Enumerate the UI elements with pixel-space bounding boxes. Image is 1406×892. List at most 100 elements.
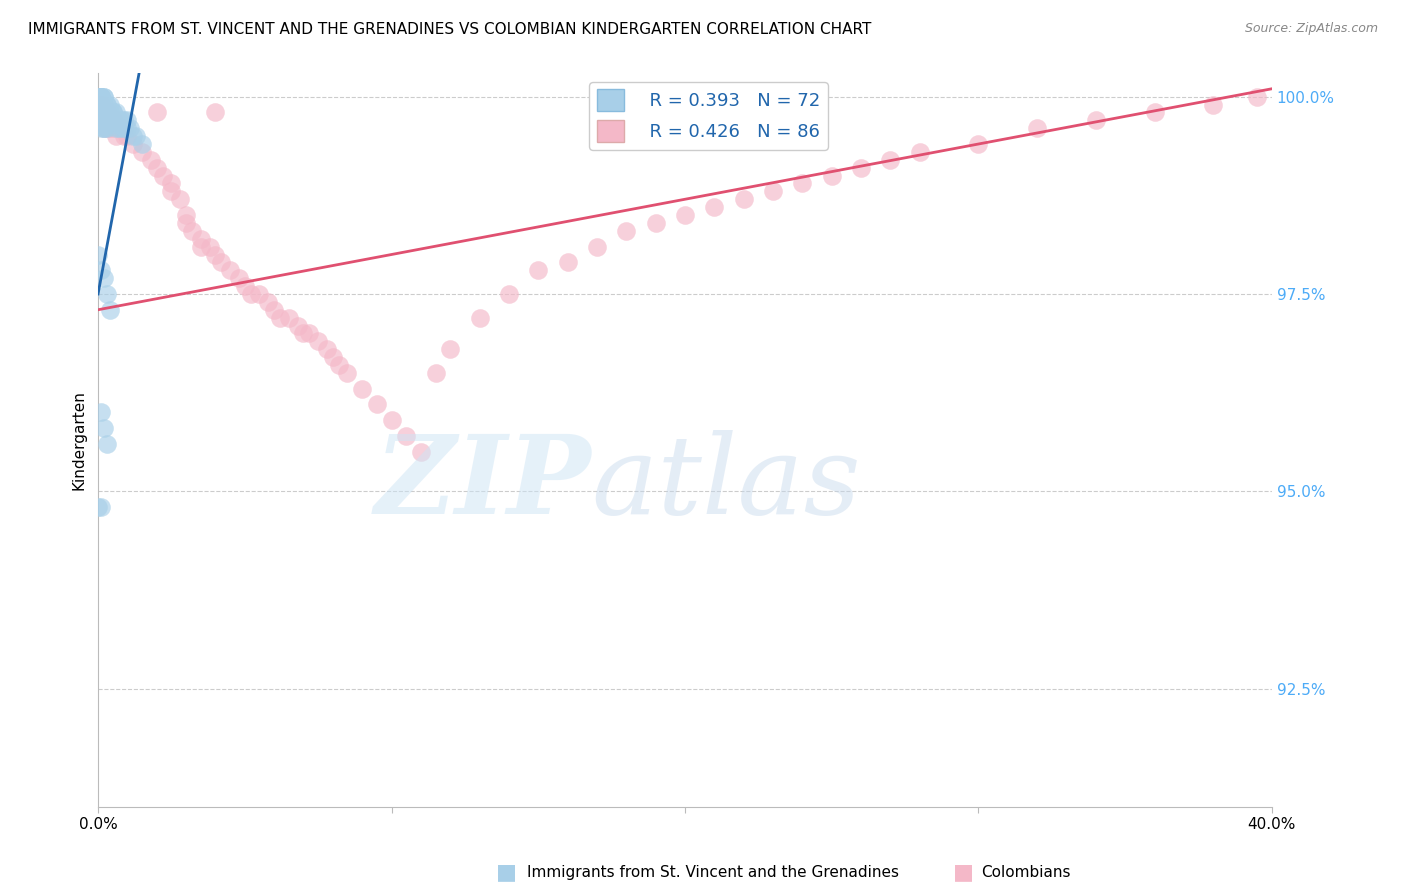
- Point: [614, 224, 637, 238]
- Point: [87, 89, 110, 103]
- Point: [90, 97, 112, 112]
- Point: [644, 216, 666, 230]
- Point: [586, 239, 609, 253]
- Text: ■: ■: [496, 863, 516, 882]
- Point: [93, 121, 115, 136]
- Point: [90, 89, 112, 103]
- Point: [90, 97, 112, 112]
- Point: [90, 113, 112, 128]
- Point: [98, 97, 121, 112]
- Point: [104, 105, 127, 120]
- Point: [98, 121, 121, 136]
- Text: Immigrants from St. Vincent and the Grenadines: Immigrants from St. Vincent and the Gren…: [527, 865, 900, 880]
- Point: [93, 271, 115, 285]
- Point: [307, 334, 329, 349]
- Point: [198, 239, 221, 253]
- Point: [93, 89, 115, 103]
- Point: [96, 121, 118, 136]
- Point: [90, 105, 112, 120]
- Point: [908, 145, 931, 159]
- Text: Colombians: Colombians: [981, 865, 1071, 880]
- Point: [98, 105, 121, 120]
- Point: [366, 397, 388, 411]
- Point: [90, 89, 112, 103]
- Point: [249, 287, 271, 301]
- Point: [90, 105, 112, 120]
- Point: [87, 247, 110, 261]
- Point: [90, 89, 112, 103]
- Point: [849, 161, 872, 175]
- Point: [90, 263, 112, 277]
- Point: [1143, 105, 1166, 120]
- Point: [98, 105, 121, 120]
- Point: [90, 97, 112, 112]
- Point: [93, 105, 115, 120]
- Point: [228, 271, 250, 285]
- Point: [239, 287, 262, 301]
- Point: [96, 105, 118, 120]
- Point: [131, 145, 153, 159]
- Point: [90, 405, 112, 419]
- Point: [120, 121, 142, 136]
- Point: [287, 318, 309, 333]
- Point: [316, 342, 339, 356]
- Point: [90, 113, 112, 128]
- Point: [107, 121, 129, 136]
- Point: [93, 105, 115, 120]
- Point: [209, 255, 232, 269]
- Point: [96, 113, 118, 128]
- Point: [160, 177, 183, 191]
- Point: [98, 105, 121, 120]
- Text: atlas: atlas: [591, 430, 860, 538]
- Text: IMMIGRANTS FROM ST. VINCENT AND THE GRENADINES VS COLOMBIAN KINDERGARTEN CORRELA: IMMIGRANTS FROM ST. VINCENT AND THE GREN…: [28, 22, 872, 37]
- Point: [104, 113, 127, 128]
- Point: [762, 185, 785, 199]
- Point: [190, 239, 212, 253]
- Point: [145, 161, 167, 175]
- Point: [967, 136, 990, 151]
- Point: [87, 89, 110, 103]
- Point: [90, 89, 112, 103]
- Point: [93, 97, 115, 112]
- Point: [90, 97, 112, 112]
- Point: [1246, 89, 1268, 103]
- Point: [122, 129, 145, 144]
- Point: [673, 208, 696, 222]
- Point: [263, 302, 285, 317]
- Point: [96, 97, 118, 112]
- Point: [96, 113, 118, 128]
- Point: [90, 97, 112, 112]
- Point: [101, 113, 124, 128]
- Point: [821, 169, 844, 183]
- Point: [90, 105, 112, 120]
- Point: [87, 89, 110, 103]
- Point: [93, 113, 115, 128]
- Point: [190, 232, 212, 246]
- Point: [98, 302, 121, 317]
- Point: [160, 185, 183, 199]
- Point: [114, 121, 136, 136]
- Point: [96, 437, 118, 451]
- Point: [1026, 121, 1049, 136]
- Point: [703, 200, 725, 214]
- Point: [93, 97, 115, 112]
- Point: [169, 192, 191, 206]
- Text: ■: ■: [953, 863, 973, 882]
- Point: [90, 113, 112, 128]
- Point: [527, 263, 550, 277]
- Point: [107, 113, 129, 128]
- Point: [101, 121, 124, 136]
- Point: [117, 113, 139, 128]
- Point: [93, 121, 115, 136]
- Point: [96, 97, 118, 112]
- Point: [96, 287, 118, 301]
- Point: [792, 177, 814, 191]
- Point: [107, 121, 129, 136]
- Point: [101, 105, 124, 120]
- Point: [174, 208, 197, 222]
- Point: [277, 310, 299, 325]
- Point: [174, 216, 197, 230]
- Text: Source: ZipAtlas.com: Source: ZipAtlas.com: [1244, 22, 1378, 36]
- Point: [90, 500, 112, 514]
- Point: [110, 121, 132, 136]
